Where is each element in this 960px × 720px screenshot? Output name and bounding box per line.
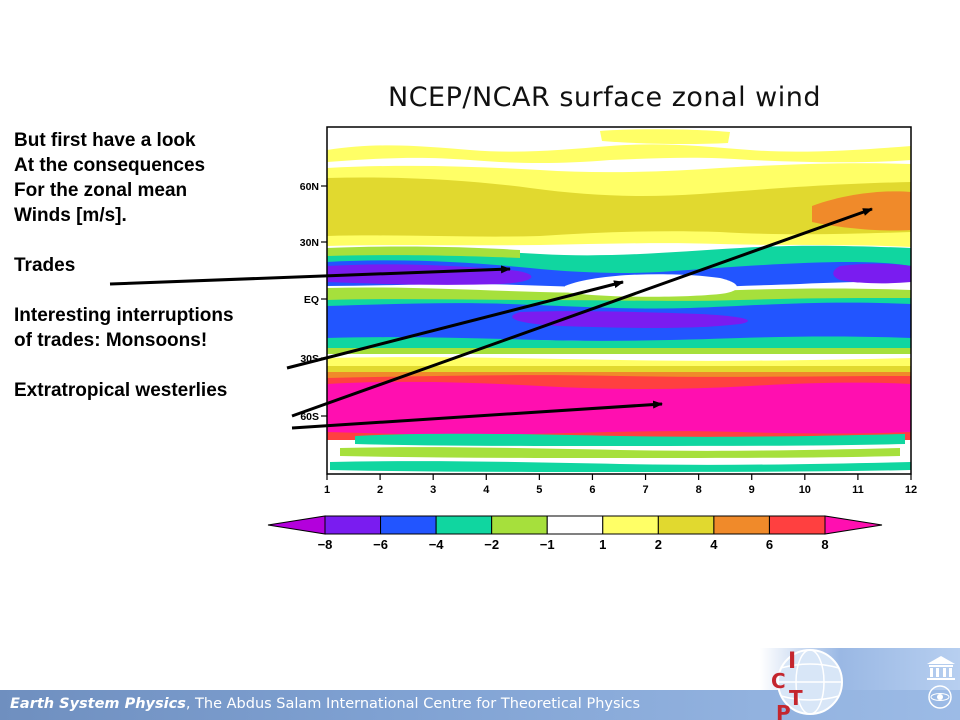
note-line-2: At the consequences <box>14 155 206 176</box>
note-interruptions-2: of trades: Monsoons! <box>14 330 208 351</box>
x-tick-label: 5 <box>536 484 542 496</box>
band-arctic-yellow-2 <box>600 129 730 145</box>
svg-text:P: P <box>776 701 791 720</box>
x-tick-label: 4 <box>483 484 490 496</box>
x-axis: 1 2 3 4 5 6 7 8 9 10 11 12 <box>324 474 917 496</box>
colorbar-tick-label: −1 <box>540 537 555 552</box>
note-line-3: For the zonal mean <box>14 180 188 201</box>
footer-emphasis: Earth System Physics <box>10 696 186 712</box>
svg-text:I: I <box>788 649 796 674</box>
band-trades-north-purple-east <box>833 263 911 284</box>
band-south-white <box>327 354 911 358</box>
note-westerlies: Extratropical westerlies <box>14 380 228 401</box>
band-antarctic-lightgreen <box>340 447 900 458</box>
annotation-text: But first have a look At the consequence… <box>14 128 234 403</box>
band-north-westerlies <box>327 177 911 237</box>
colorbar-tick-label: −4 <box>429 537 445 552</box>
band-south-yellow <box>327 357 911 368</box>
x-tick-label: 3 <box>430 484 436 496</box>
band-equator-white <box>565 274 737 297</box>
unesco-temple-icon <box>927 656 955 680</box>
band-antarctic-green-2 <box>330 461 911 472</box>
note-interruptions-1: Interesting interruptions <box>14 305 234 326</box>
chart-title: NCEP/NCAR surface zonal wind <box>388 82 821 113</box>
y-tick-label: 30N <box>300 237 319 249</box>
colorbar-tick-label: −2 <box>484 537 499 552</box>
footer-rest: , The Abdus Salam International Centre f… <box>185 696 641 712</box>
colorbar-swatch <box>824 515 883 535</box>
arrow-trades <box>109 265 511 286</box>
note-line-1: But first have a look <box>14 130 196 151</box>
note-line-4: Winds [m/s]. <box>14 205 127 226</box>
svg-text:T: T <box>789 686 803 710</box>
y-tick-label: 60N <box>300 181 319 193</box>
arrow-monsoons <box>286 280 624 370</box>
x-tick-label: 9 <box>749 484 755 496</box>
colorbar-tick-label: 2 <box>655 537 662 552</box>
colorbar-tick-label: 8 <box>821 537 828 552</box>
colorbar-tick-label: −6 <box>373 537 388 552</box>
band-south-olive <box>327 366 911 372</box>
colorbar-tick-label: −8 <box>318 537 333 552</box>
x-tick-label: 1 <box>324 484 330 496</box>
y-tick-label: 60S <box>300 411 319 423</box>
band-south-westerlies <box>327 381 911 435</box>
x-tick-label: 10 <box>799 484 811 496</box>
globe-icon <box>777 649 843 715</box>
ictp-logo: I C T P <box>771 649 803 720</box>
plot-frame <box>326 126 912 475</box>
colorbar-tick-label: 6 <box>766 537 773 552</box>
x-tick-label: 6 <box>589 484 595 496</box>
colorbar-legend: −8 −6 −4 −2 −1 1 2 4 6 8 <box>267 515 883 552</box>
band-arctic-yellow <box>327 144 911 163</box>
x-tick-label: 2 <box>377 484 383 496</box>
footer-text: Earth System Physics, The Abdus Salam In… <box>10 696 640 712</box>
x-tick-label: 8 <box>696 484 702 496</box>
note-trades: Trades <box>14 255 76 276</box>
y-tick-label: EQ <box>304 294 319 306</box>
colorbar-tick-label: 1 <box>599 537 606 552</box>
x-tick-label: 7 <box>642 484 648 496</box>
band-antarctic-green <box>355 433 905 446</box>
band-north-subtropics-lightgreen <box>327 246 520 258</box>
iaea-emblem-icon <box>928 685 952 709</box>
arrow-westerlies-south <box>291 400 663 430</box>
x-tick-label: 11 <box>852 484 864 496</box>
x-tick-label: 12 <box>905 484 917 496</box>
colorbar-tick-label: 4 <box>710 537 718 552</box>
svg-text:C: C <box>771 669 786 693</box>
arrow-westerlies-north <box>291 207 873 418</box>
